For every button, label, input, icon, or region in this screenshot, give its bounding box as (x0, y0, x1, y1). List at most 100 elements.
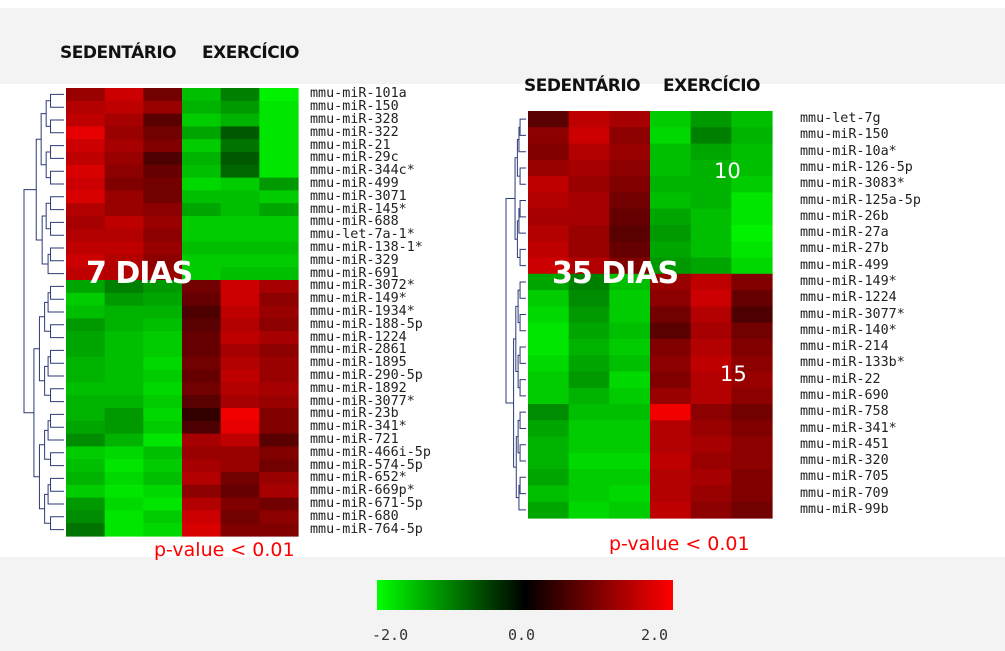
dendrogram-branch (50, 145, 64, 159)
heatmap-cell (66, 164, 106, 179)
heatmap-cell (143, 408, 183, 422)
heatmap-cell (259, 267, 299, 281)
heatmap-cell (104, 497, 144, 511)
heatmap-cell (104, 177, 144, 191)
heatmap-cell (66, 472, 106, 486)
heatmap-cell (104, 254, 144, 268)
heatmap-cell (66, 484, 106, 499)
heatmap-cells (66, 88, 299, 537)
heatmap-cell (182, 446, 222, 460)
heatmap-cell (731, 257, 773, 275)
heatmap-cell (731, 420, 773, 438)
heatmap-cell (568, 273, 610, 291)
row-label: mmu-miR-27a (800, 225, 889, 241)
color-scale-bar (377, 580, 673, 610)
heatmap-cell (104, 280, 144, 294)
dendrogram-branch (50, 324, 64, 339)
heatmap-cell (568, 420, 610, 438)
panel-label-7-days: 7 DIAS (86, 256, 193, 291)
heatmap-cell (609, 111, 651, 128)
heatmap-cell (66, 267, 106, 281)
heatmap-cell (650, 192, 692, 210)
heatmap-cell (259, 126, 299, 140)
row-dendrogram (505, 118, 526, 511)
row-dendrogram (23, 93, 64, 531)
heatmap-cell (220, 331, 260, 345)
heatmap-cell (182, 523, 222, 537)
heatmap-cell (609, 501, 651, 519)
dendrogram-branch (519, 411, 526, 429)
heatmap-cell (182, 100, 222, 115)
heatmap-cell (220, 395, 260, 409)
row-label: mmu-miR-10a* (800, 143, 897, 159)
heatmap-cell (259, 113, 299, 127)
heatmap-cell (143, 497, 183, 511)
heatmap-cell (568, 338, 610, 356)
heatmap-cell (650, 208, 692, 226)
heatmap-cell (568, 322, 610, 340)
heatmap-cell (690, 192, 732, 210)
row-label: mmu-miR-26b (800, 208, 889, 224)
heatmap-cell (104, 139, 144, 153)
heatmap-cell (528, 192, 570, 210)
row-label: mmu-miR-320 (800, 453, 889, 468)
heatmap-cell (220, 484, 260, 499)
heatmap-cell (66, 292, 106, 307)
heatmap-cell (143, 203, 183, 217)
heatmap-cell (690, 501, 732, 519)
heatmap-cell (731, 176, 773, 193)
heatmap-cell (528, 371, 570, 389)
dendrogram-branch (519, 476, 526, 495)
heatmap-cell (104, 292, 144, 307)
heatmap-cell (259, 152, 299, 166)
heatmap-cell (731, 452, 773, 470)
heatmap-cell (259, 382, 299, 396)
left-significance-label: p-value < 0.01 (154, 539, 295, 561)
heatmap-cell (66, 510, 106, 524)
heatmap-cell (220, 280, 260, 294)
heatmap-cell (182, 510, 222, 524)
heatmap-cell (66, 369, 106, 383)
heatmap-cell (731, 485, 773, 503)
heatmap-cell (568, 176, 610, 193)
heatmap-cell (609, 338, 651, 356)
heatmap-cell (220, 369, 260, 383)
heatmap-cell (104, 190, 144, 204)
heatmap-cell (650, 469, 692, 487)
heatmap-cell (568, 485, 610, 503)
heatmap-cell (528, 143, 570, 161)
heatmap-cell (690, 257, 732, 275)
heatmap-cell (650, 501, 692, 519)
heatmap-cell (609, 436, 651, 454)
heatmap-cell (609, 420, 651, 438)
heatmap-cell (650, 257, 692, 275)
heatmap-cell (259, 177, 299, 191)
heatmap-cell (690, 224, 732, 242)
heatmap-cell (690, 273, 732, 291)
dendrogram-branch (519, 281, 526, 299)
heatmap-cell (220, 318, 260, 332)
row-label: mmu-miR-1224 (310, 329, 407, 345)
heatmap-cell (66, 395, 106, 409)
heatmap-cell (66, 139, 106, 153)
heatmap-cell (568, 501, 610, 519)
heatmap-7-days (23, 88, 299, 537)
row-label: mmu-miR-1892 (310, 380, 407, 396)
heatmap-cell (528, 176, 570, 193)
row-label: mmu-miR-125a-5p (800, 192, 921, 208)
heatmap-cell (690, 322, 732, 340)
heatmap-cell (182, 177, 222, 191)
heatmap-cell (143, 113, 183, 127)
row-label: mmu-miR-21 (310, 137, 391, 153)
heatmap-cell (143, 331, 183, 345)
heatmap-cell (104, 446, 144, 460)
heatmap-cell (609, 404, 651, 421)
heatmap-cell (528, 338, 570, 356)
heatmap-cell (220, 164, 260, 179)
heatmap-cell (66, 228, 106, 243)
heatmap-cell (66, 177, 106, 191)
heatmap-cell (182, 369, 222, 383)
heatmap-cell (143, 395, 183, 409)
heatmap-cell (528, 273, 570, 291)
heatmap-cell (731, 111, 773, 128)
